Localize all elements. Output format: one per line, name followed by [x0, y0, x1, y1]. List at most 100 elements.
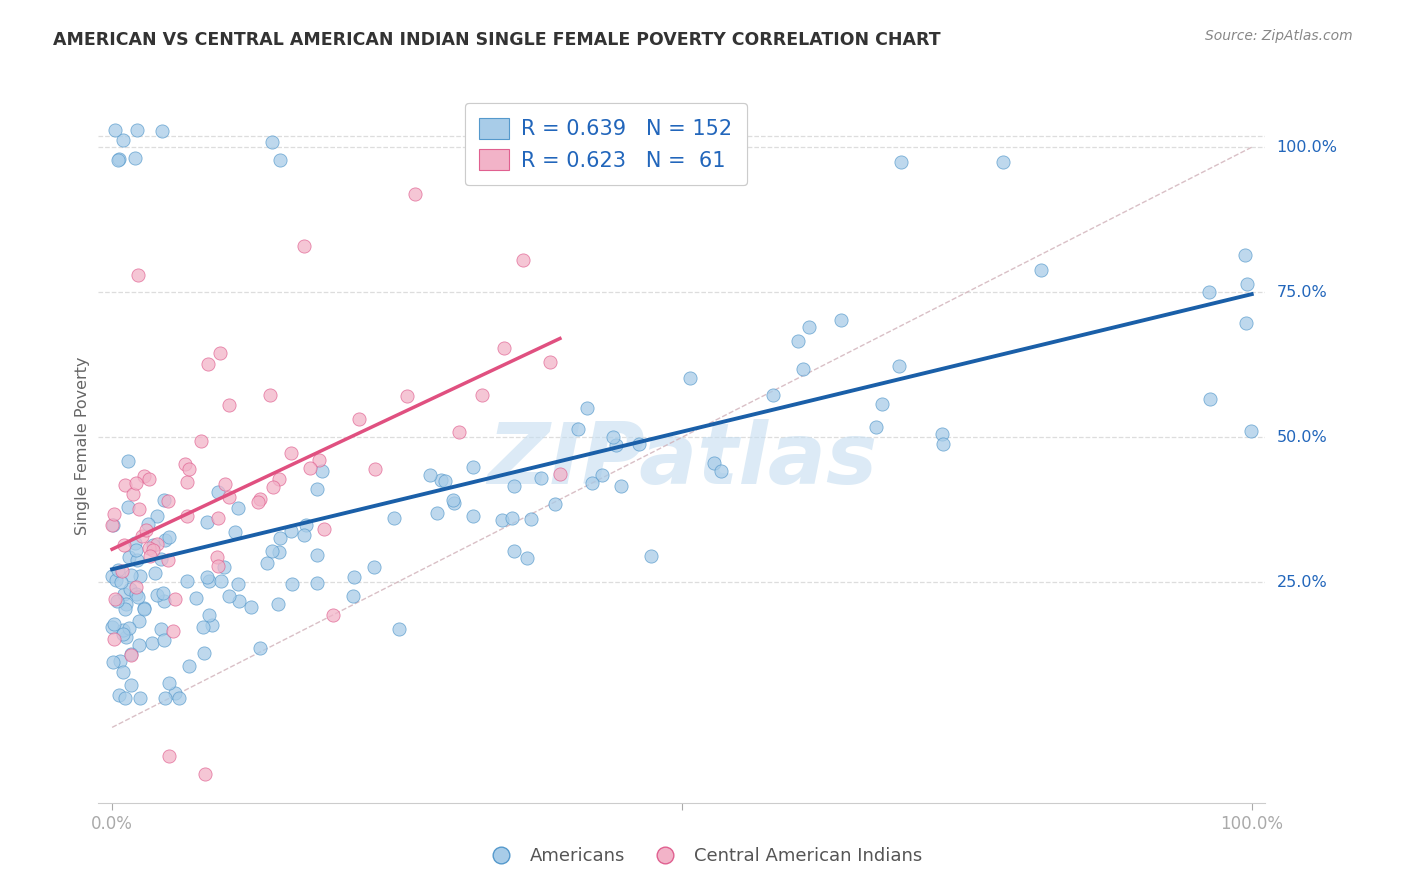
Point: [152, 586, 174, 600]
Point: [548, 467, 571, 482]
Point: [640, 549, 662, 564]
Text: 50.0%: 50.0%: [1277, 430, 1327, 445]
Point: [159, 749, 181, 764]
Point: [128, 502, 150, 516]
Point: [136, 517, 159, 532]
Point: [120, 648, 142, 662]
Point: [149, 623, 172, 637]
Point: [567, 422, 589, 436]
Point: [1234, 316, 1257, 330]
Point: [931, 437, 953, 451]
Point: [176, 574, 198, 589]
Point: [120, 648, 142, 662]
Point: [931, 426, 953, 441]
Point: [107, 153, 129, 167]
Point: [762, 387, 785, 401]
Point: [129, 691, 152, 706]
Point: [150, 552, 173, 566]
Point: [118, 549, 141, 564]
Text: Source: ZipAtlas.com: Source: ZipAtlas.com: [1205, 29, 1353, 43]
Point: [292, 238, 315, 252]
Point: [280, 445, 302, 459]
Point: [157, 530, 180, 544]
Point: [197, 608, 219, 623]
Point: [167, 691, 190, 706]
Point: [307, 548, 329, 562]
Point: [195, 515, 218, 529]
Point: [1031, 262, 1053, 277]
Point: [104, 123, 127, 137]
Point: [194, 766, 217, 780]
Point: [636, 133, 658, 147]
Point: [125, 553, 148, 567]
Point: [132, 601, 155, 615]
Point: [218, 398, 240, 412]
Point: [108, 689, 131, 703]
Point: [120, 678, 142, 692]
Point: [153, 493, 176, 508]
Point: [292, 528, 315, 542]
Y-axis label: Single Female Poverty: Single Female Poverty: [75, 357, 90, 535]
Point: [128, 614, 150, 628]
Point: [214, 477, 236, 491]
Point: [363, 560, 385, 574]
Point: [1240, 424, 1263, 438]
Point: [364, 462, 387, 476]
Point: [207, 511, 229, 525]
Point: [322, 607, 344, 622]
Text: ZIPatlas: ZIPatlas: [486, 418, 877, 502]
Point: [443, 496, 465, 510]
Point: [110, 654, 132, 668]
Point: [543, 498, 565, 512]
Point: [426, 506, 449, 520]
Point: [128, 568, 150, 582]
Point: [111, 564, 134, 578]
Point: [307, 576, 329, 591]
Point: [103, 617, 125, 632]
Point: [890, 155, 912, 169]
Legend: R = 0.639   N = 152, R = 0.623   N =  61: R = 0.639 N = 152, R = 0.623 N = 61: [465, 103, 747, 186]
Point: [703, 456, 725, 470]
Point: [207, 558, 229, 573]
Point: [262, 544, 284, 558]
Point: [249, 491, 271, 506]
Point: [1236, 277, 1258, 291]
Point: [139, 549, 162, 563]
Text: 100.0%: 100.0%: [1277, 140, 1337, 154]
Point: [157, 675, 180, 690]
Point: [114, 602, 136, 616]
Point: [146, 588, 169, 602]
Point: [107, 153, 129, 167]
Point: [710, 464, 733, 478]
Point: [190, 434, 212, 448]
Point: [156, 553, 179, 567]
Point: [249, 641, 271, 656]
Point: [281, 577, 304, 591]
Point: [124, 536, 146, 550]
Point: [347, 412, 370, 426]
Point: [240, 600, 263, 615]
Point: [605, 438, 627, 452]
Point: [114, 478, 136, 492]
Point: [179, 462, 201, 476]
Point: [418, 467, 440, 482]
Point: [112, 587, 135, 601]
Point: [830, 313, 852, 327]
Point: [581, 476, 603, 491]
Point: [132, 469, 155, 483]
Point: [110, 575, 132, 590]
Point: [430, 473, 453, 487]
Point: [501, 510, 523, 524]
Point: [104, 591, 127, 606]
Point: [887, 359, 910, 373]
Point: [404, 186, 426, 201]
Point: [679, 371, 702, 385]
Point: [107, 563, 129, 577]
Point: [122, 487, 145, 501]
Point: [125, 476, 148, 491]
Point: [201, 617, 224, 632]
Point: [125, 542, 148, 557]
Point: [269, 532, 291, 546]
Point: [195, 569, 218, 583]
Point: [112, 133, 135, 147]
